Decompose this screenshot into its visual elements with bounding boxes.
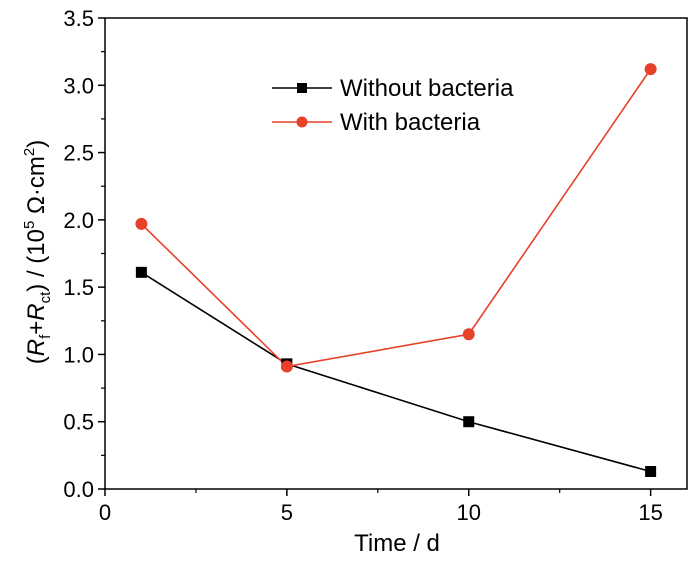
x-tick-label: 15 (638, 500, 662, 525)
legend-item-without-bacteria: Without bacteria (272, 75, 514, 102)
legend-label-with-bacteria: With bacteria (340, 109, 481, 136)
x-tick-label: 10 (457, 500, 481, 525)
point-with-bacteria (280, 360, 293, 373)
series-line-without-bacteria (140, 271, 651, 473)
y-tick-label: 3.0 (63, 73, 94, 98)
series-line-with-bacteria (140, 68, 652, 368)
legend: Without bacteria With bacteria (272, 75, 514, 136)
y-tick-label: 1.5 (63, 275, 94, 300)
point-with-bacteria (644, 63, 657, 76)
point-with-bacteria (135, 217, 148, 230)
point-without-bacteria (135, 266, 147, 278)
plot-frame (104, 17, 688, 490)
point-with-bacteria (462, 328, 475, 341)
legend-item-with-bacteria: With bacteria (272, 109, 481, 136)
legend-marker-with-bacteria (296, 116, 308, 128)
x-axis-title: Time / d (354, 530, 440, 557)
x-tick-label: 0 (99, 500, 111, 525)
y-tick-label: 0.5 (63, 410, 94, 435)
y-tick-label: 2.5 (63, 141, 94, 166)
legend-marker-without-bacteria (297, 83, 307, 93)
ticks-layer: 0 5 10 15 0.0 0.5 1.0 1.5 2.0 2.5 3.0 3.5 (63, 6, 662, 525)
y-tick-label: 0.0 (63, 477, 94, 502)
x-tick-label: 5 (281, 500, 293, 525)
point-without-bacteria (463, 416, 475, 428)
y-tick-label: 1.0 (63, 342, 94, 367)
legend-label-without-bacteria: Without bacteria (340, 75, 514, 102)
y-axis-title: (Rf+Rct) / (105 Ω·cm2) (21, 140, 54, 365)
point-without-bacteria (645, 466, 657, 478)
y-tick-label: 2.0 (63, 208, 94, 233)
y-tick-label: 3.5 (63, 6, 94, 31)
series-layer (135, 63, 657, 478)
